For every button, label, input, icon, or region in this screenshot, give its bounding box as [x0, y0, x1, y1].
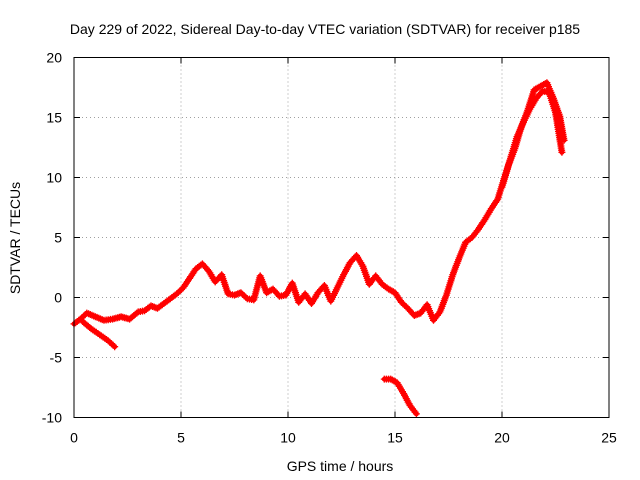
data-point	[558, 148, 566, 156]
x-tick-label: 5	[177, 430, 185, 446]
x-tick-label: 10	[280, 430, 296, 446]
data-layer	[70, 79, 568, 418]
data-point	[237, 289, 245, 297]
series-group-1	[498, 79, 568, 191]
data-point	[80, 312, 88, 320]
x-tick-label: 20	[494, 430, 510, 446]
x-tick-label: 15	[387, 430, 403, 446]
data-point	[133, 309, 141, 317]
data-point	[176, 287, 184, 295]
x-axis-label: GPS time / hours	[287, 458, 394, 474]
y-tick-label: 15	[46, 110, 62, 126]
data-point	[401, 301, 409, 309]
chart-title: Day 229 of 2022, Sidereal Day-to-day VTE…	[70, 21, 580, 37]
data-point	[111, 343, 119, 351]
data-point	[399, 300, 407, 308]
series-group-2	[79, 318, 119, 351]
y-tick-label: 20	[46, 50, 62, 66]
data-point	[108, 340, 115, 348]
data-point	[412, 410, 420, 418]
data-point	[493, 197, 501, 205]
tick-layer: 0 5 10 15 20 25 -10 -5 0 5 10 15 20	[42, 50, 617, 446]
data-point	[242, 293, 250, 301]
data-point	[239, 290, 246, 298]
data-point	[104, 337, 112, 345]
grid-layer	[74, 57, 609, 418]
data-point	[109, 341, 117, 349]
y-tick-label: -5	[50, 350, 63, 366]
series-group-0	[70, 87, 566, 328]
data-point	[240, 292, 248, 300]
x-tick-label: 0	[70, 430, 78, 446]
series-group-3	[380, 375, 420, 418]
y-axis-label: SDTVAR / TECUs	[7, 182, 23, 294]
data-point	[560, 136, 568, 144]
data-point	[174, 288, 182, 296]
data-point	[173, 290, 181, 298]
x-tick-label: 25	[601, 430, 617, 446]
y-tick-label: 5	[54, 230, 62, 246]
y-tick-label: 0	[54, 290, 62, 306]
y-tick-label: -10	[42, 410, 62, 426]
y-tick-label: 10	[46, 170, 62, 186]
data-point	[397, 298, 405, 306]
series-line	[71, 88, 565, 327]
